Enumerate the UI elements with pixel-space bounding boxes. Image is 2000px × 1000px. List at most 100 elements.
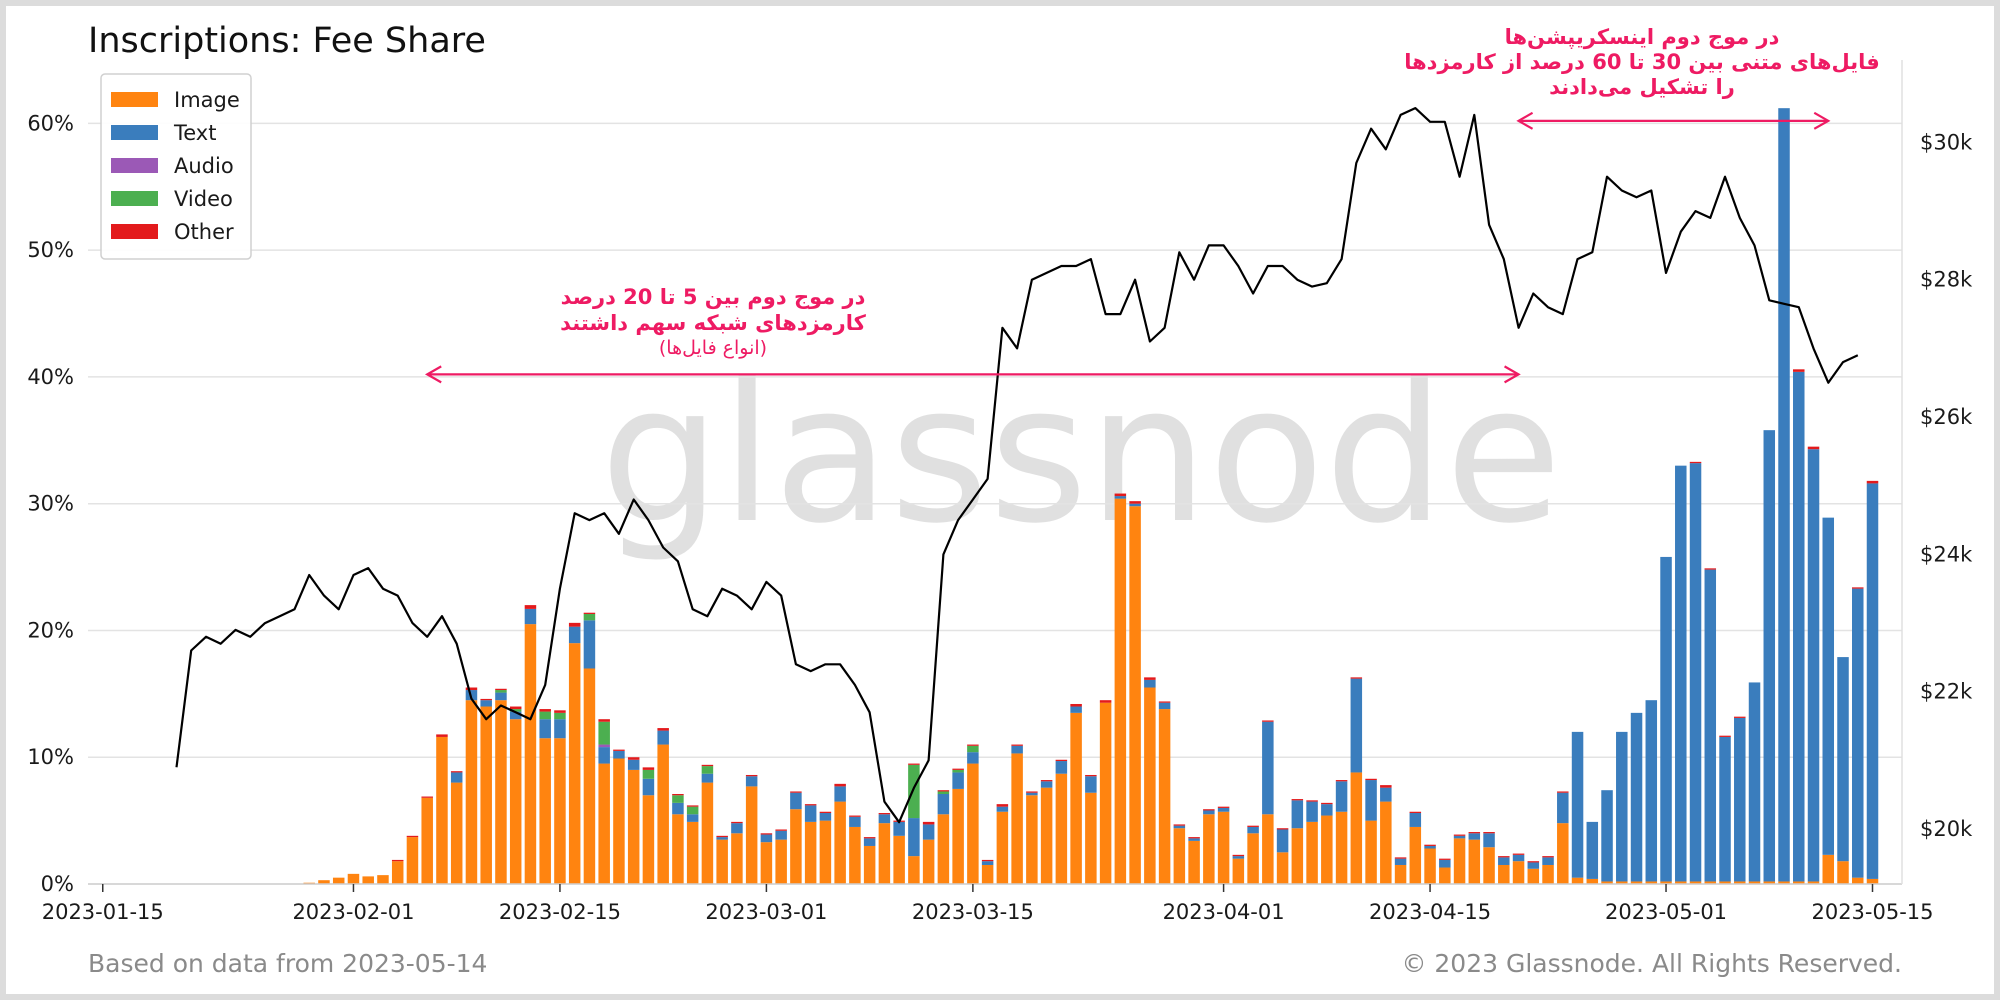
bar-other	[1247, 825, 1259, 827]
bar-image	[1306, 821, 1318, 884]
bar-other	[1365, 778, 1377, 781]
legend-box	[100, 73, 252, 260]
bar-video	[686, 806, 699, 815]
legend-swatch-video	[111, 191, 158, 206]
bar-image	[318, 880, 330, 884]
bar-image	[495, 700, 507, 884]
bar-text	[1291, 800, 1304, 829]
bar-other	[1040, 780, 1053, 782]
bar-other	[554, 710, 566, 713]
legend-label-text: Text	[173, 121, 216, 145]
bar-image	[1616, 881, 1628, 884]
bar-other	[745, 774, 758, 777]
bar-image	[1586, 878, 1599, 884]
bar-text	[878, 814, 891, 824]
bar-other	[1527, 861, 1540, 863]
bar-other	[1144, 677, 1156, 680]
bar-image	[1188, 840, 1200, 884]
legend-label-other: Other	[174, 220, 234, 244]
bar-image	[1866, 878, 1879, 884]
x-tick-label: 2023-05-15	[1811, 900, 1933, 924]
bar-other	[1542, 856, 1554, 858]
bar-other	[627, 757, 640, 760]
bar-image	[1852, 877, 1864, 884]
bar-image	[1129, 506, 1141, 884]
bar-image	[1571, 877, 1584, 884]
bar-other	[1070, 703, 1082, 707]
bar-other	[819, 811, 832, 814]
bar-image	[1498, 864, 1510, 884]
bar-text	[1439, 859, 1451, 868]
bar-image	[1085, 792, 1097, 884]
bar-image	[1837, 861, 1849, 884]
bar-other	[1232, 854, 1245, 857]
bar-image	[1070, 712, 1082, 884]
bar-other	[672, 793, 684, 796]
bar-text	[1380, 787, 1392, 802]
bar-image	[760, 842, 773, 884]
bar-image	[1557, 823, 1569, 884]
bar-other	[1807, 446, 1820, 450]
bar-other	[849, 815, 861, 817]
y-right-tick-label: $28k	[1920, 268, 1973, 292]
bar-image	[450, 782, 463, 884]
bar-text	[1409, 813, 1422, 827]
bar-image	[804, 821, 817, 884]
bar-image	[967, 763, 979, 884]
bar-other	[1158, 701, 1171, 703]
bar-other	[731, 821, 743, 824]
bar-text	[1557, 792, 1569, 824]
bar-text	[1601, 790, 1613, 882]
bar-text	[804, 805, 817, 822]
bar-text	[1778, 108, 1790, 882]
bar-image	[1424, 848, 1436, 884]
bar-image	[1394, 864, 1407, 884]
bar-text	[524, 608, 537, 625]
bar-other	[1276, 828, 1289, 830]
bar-image	[1793, 881, 1805, 884]
bar-image	[554, 738, 566, 884]
y-right-tick-label: $30k	[1920, 130, 1973, 154]
y-right-tick-label: $20k	[1920, 817, 1973, 841]
bar-text	[450, 772, 463, 783]
legend-swatch-other	[111, 224, 158, 239]
bar-other	[436, 734, 448, 737]
bar-video	[701, 766, 714, 774]
bar-text	[1188, 838, 1200, 841]
bar-video	[539, 711, 551, 720]
legend-label-audio: Audio	[174, 154, 234, 178]
bar-text	[1542, 857, 1554, 865]
bar-text	[790, 792, 802, 810]
bar-text	[981, 861, 994, 865]
bar-image	[1055, 773, 1068, 884]
bar-image	[539, 738, 551, 884]
annotation-subtext: (انواع فایل‌ها)	[659, 337, 767, 359]
bar-text	[1350, 678, 1363, 773]
bar-image	[1262, 814, 1274, 884]
bar-image	[937, 814, 950, 884]
bar-image	[878, 823, 891, 884]
bar-text	[1085, 776, 1097, 793]
bar-text	[568, 626, 581, 644]
bar-text	[1232, 856, 1245, 859]
x-tick-label: 2023-02-15	[499, 900, 621, 924]
bar-other	[598, 719, 610, 722]
bar-other	[1055, 759, 1068, 762]
bar-text	[834, 786, 846, 802]
bar-text	[701, 773, 714, 783]
bar-other	[1173, 824, 1186, 826]
bar-image	[1719, 881, 1731, 884]
bar-image	[1822, 854, 1835, 884]
bar-other	[1203, 809, 1215, 811]
bar-text	[1114, 496, 1127, 499]
bar-image	[1276, 852, 1289, 884]
bar-video	[908, 764, 920, 819]
bar-text	[1055, 761, 1068, 774]
bar-other	[922, 821, 935, 825]
bar-other	[1321, 802, 1333, 805]
bar-text	[583, 620, 596, 669]
bar-image	[1350, 772, 1363, 884]
bar-text	[1675, 465, 1687, 882]
bar-image	[1734, 881, 1746, 884]
bar-text	[554, 719, 566, 739]
